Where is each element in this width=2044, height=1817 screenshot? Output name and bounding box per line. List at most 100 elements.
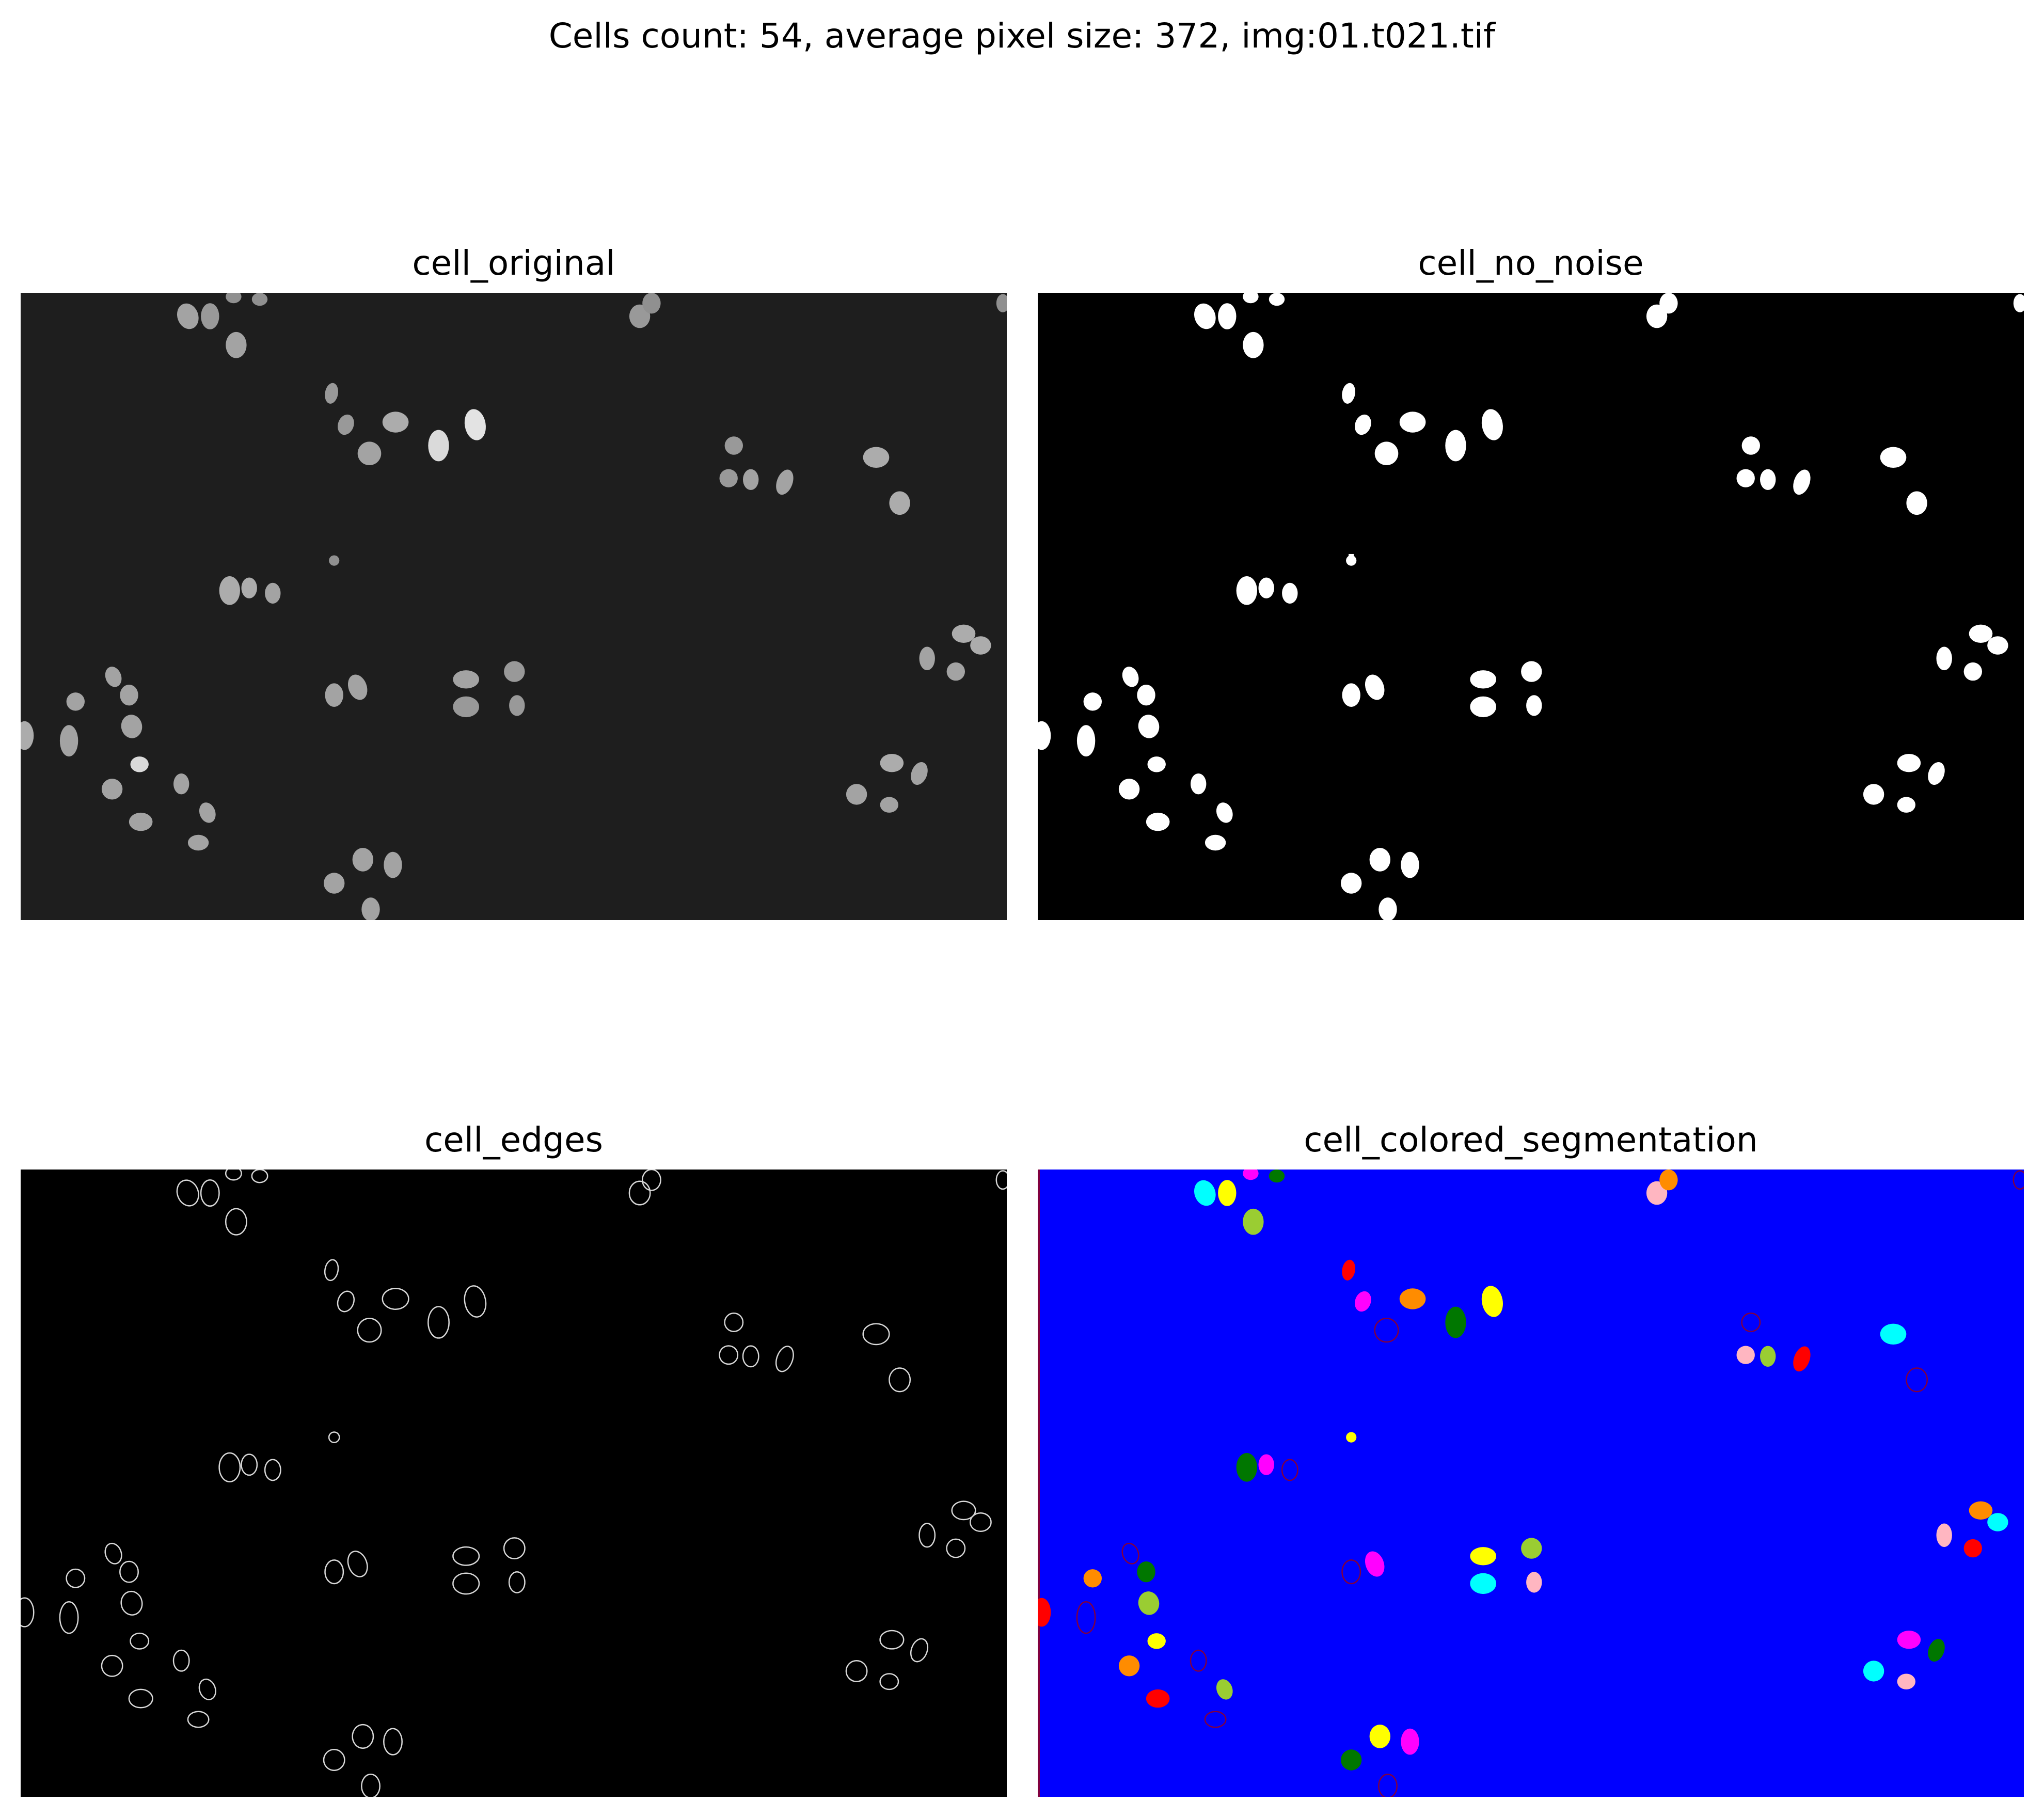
edge-contour (452, 1572, 480, 1595)
original-nucleus (265, 582, 281, 604)
mask-nucleus (1521, 661, 1542, 682)
original-nucleus (776, 469, 794, 495)
segment-outline (1741, 1313, 1761, 1332)
mask-nucleus (1269, 293, 1285, 306)
edge-contour (969, 1512, 992, 1532)
mask-nucleus (1445, 430, 1466, 462)
segment-region (1445, 1306, 1466, 1338)
mask-nucleus (1083, 692, 1102, 711)
original-nucleus (21, 721, 34, 750)
edge-contour (879, 1630, 905, 1650)
original-nucleus (226, 293, 242, 304)
segment-region (1401, 1728, 1419, 1755)
segment-region (1083, 1569, 1102, 1588)
segment-outline (2013, 1170, 2024, 1190)
edge-contour (382, 1288, 409, 1310)
mask-nucleus (1138, 715, 1160, 738)
mask-nucleus (1216, 802, 1233, 823)
original-nucleus (129, 812, 153, 831)
mask-nucleus (1342, 683, 1360, 707)
segment-outline (1341, 1559, 1361, 1585)
original-nucleus (946, 662, 965, 681)
mask-nucleus (1897, 754, 1921, 772)
mask-nucleus (1969, 624, 1993, 643)
segment-region (1736, 1346, 1755, 1364)
mask-nucleus (2013, 294, 2024, 312)
mask-nucleus (1118, 779, 1140, 800)
edge-contour (251, 1170, 268, 1183)
edges-image-panel (21, 1170, 1007, 1797)
edge-contour (724, 1313, 744, 1332)
original-nucleus (101, 779, 123, 800)
original-nucleus (504, 661, 525, 682)
original-nucleus (919, 646, 935, 671)
edge-contour (225, 1208, 247, 1236)
edge-contour (845, 1660, 868, 1682)
original-nucleus (325, 683, 343, 707)
edge-contour (775, 1346, 794, 1372)
segmentation-image (1038, 1170, 2024, 1797)
mask-speck (1349, 554, 1354, 559)
edge-contour (352, 1724, 374, 1749)
edge-contour (241, 1453, 258, 1476)
original-nucleus (453, 696, 479, 718)
edge-contour (172, 1649, 190, 1672)
mask-nucleus (1374, 441, 1399, 465)
segment-region (1863, 1661, 1884, 1682)
segment-region (1963, 1539, 1982, 1558)
edge-contour (946, 1538, 966, 1558)
segment-region (1236, 1453, 1257, 1482)
original-nucleus (347, 674, 368, 700)
original-nucleus (863, 447, 890, 468)
segment-region (1659, 1170, 1678, 1191)
mask-nucleus (1282, 582, 1298, 604)
original-nucleus (464, 409, 486, 440)
mask-nucleus (1481, 409, 1503, 440)
original-nucleus (889, 491, 910, 515)
segment-outline (1076, 1601, 1096, 1634)
original-nucleus (59, 725, 78, 757)
original-nucleus (352, 848, 373, 872)
segment-region (1365, 1551, 1385, 1577)
mask-nucleus (1258, 577, 1274, 598)
segment-region (1346, 1432, 1357, 1443)
segment-outline (1906, 1367, 1928, 1393)
edge-contour (889, 1367, 911, 1393)
segment-outline (1121, 1542, 1139, 1565)
segment-region (1760, 1346, 1776, 1367)
edge-contour (508, 1571, 526, 1593)
mask-nucleus (1863, 784, 1884, 805)
original-nucleus (642, 293, 661, 314)
edge-contour (187, 1711, 210, 1728)
segment-region (1138, 1591, 1160, 1615)
edge-contour (324, 1259, 339, 1282)
segment-region (1269, 1170, 1285, 1183)
segmentation-left-edge (1038, 1170, 1040, 1797)
mask-nucleus (1205, 834, 1226, 851)
mask-nucleus (1218, 303, 1237, 329)
mask-nucleus (1880, 447, 1907, 468)
edge-contour (130, 1632, 150, 1650)
edge-contour (628, 1180, 651, 1206)
edge-contour (198, 1678, 216, 1700)
segment-region (1118, 1655, 1140, 1677)
original-nucleus (970, 636, 991, 655)
original-nucleus (743, 469, 759, 490)
edge-contour (347, 1551, 368, 1577)
edge-contour (361, 1774, 381, 1797)
original-nucleus (120, 685, 138, 706)
segment-outline (1190, 1649, 1207, 1672)
edge-contour (719, 1345, 739, 1365)
edges-background (21, 1170, 1007, 1797)
edge-contour (328, 1431, 340, 1443)
mask-nucleus (1987, 636, 2008, 655)
original-nucleus (66, 692, 85, 711)
original-nucleus (846, 784, 867, 805)
mask-nucleus (1928, 762, 1945, 785)
no-noise-image (1038, 293, 2024, 920)
segment-region (1146, 1689, 1170, 1708)
edge-contour (862, 1323, 890, 1346)
edge-contour (200, 1179, 220, 1207)
segmentation-image-panel (1038, 1170, 2024, 1797)
segment-region (1342, 1259, 1355, 1281)
